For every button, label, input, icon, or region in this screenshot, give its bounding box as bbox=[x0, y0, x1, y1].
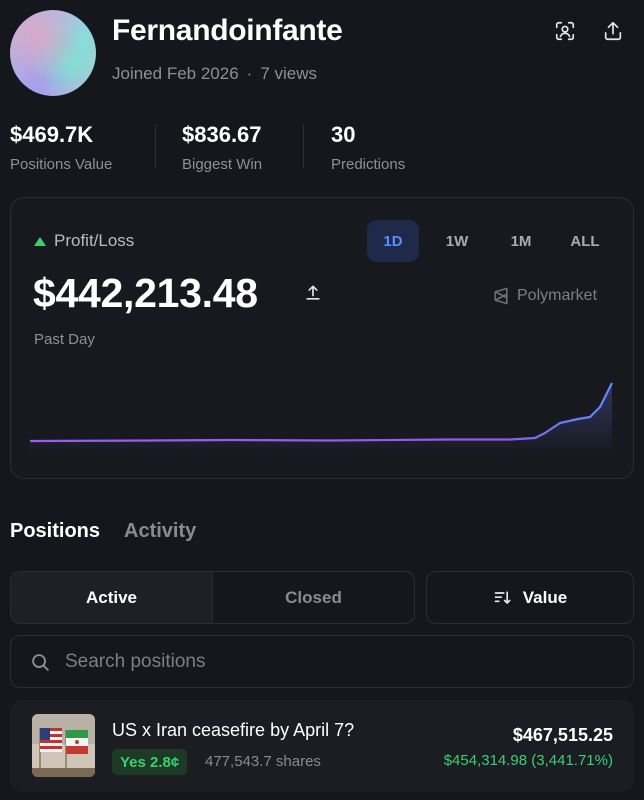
position-value: $467,515.25 bbox=[512, 725, 613, 745]
position-row[interactable] bbox=[10, 700, 634, 792]
positions-value: $469.7K bbox=[10, 122, 94, 147]
polymarket-logo-icon bbox=[494, 287, 508, 305]
tab-activity[interactable]: Activity bbox=[124, 520, 197, 542]
us-flag-icon bbox=[39, 728, 62, 772]
filter-active[interactable]: Active bbox=[11, 572, 213, 623]
search-icon bbox=[32, 653, 49, 671]
polymarket-label: Polymarket bbox=[517, 287, 598, 304]
pnl-area bbox=[30, 383, 612, 455]
qr-scan-icon[interactable] bbox=[552, 18, 578, 44]
username: Fernandoinfante bbox=[112, 14, 343, 47]
sort-label: Value bbox=[522, 587, 568, 607]
share-icon[interactable] bbox=[600, 18, 626, 44]
tab-positions[interactable]: Positions bbox=[10, 520, 101, 542]
pnl-header: Profit/Loss bbox=[34, 231, 134, 251]
biggest-win-label: Biggest Win bbox=[182, 156, 263, 173]
sort-value-button[interactable]: Value bbox=[426, 571, 634, 624]
pnl-card bbox=[10, 197, 634, 479]
joined-date: Joined Feb 2026 bbox=[112, 64, 239, 83]
timeframe-1d[interactable]: 1D bbox=[367, 220, 419, 262]
predictions-label: Predictions bbox=[331, 156, 406, 173]
search-input[interactable] bbox=[65, 650, 585, 673]
pnl-line bbox=[30, 382, 613, 443]
market-thumbnail bbox=[32, 714, 95, 777]
outcome-badge: Yes 2.8¢ bbox=[112, 749, 188, 775]
stat-divider bbox=[303, 124, 304, 168]
filter-closed[interactable]: Closed bbox=[285, 587, 342, 607]
status-filter: Active Closed bbox=[10, 571, 415, 624]
timeframe-1w[interactable]: 1W bbox=[445, 232, 469, 250]
timeframe-all[interactable]: ALL bbox=[570, 232, 600, 250]
stat-divider bbox=[155, 124, 156, 168]
position-title: US x Iran ceasefire by April 7? bbox=[112, 720, 355, 740]
biggest-win-value: $836.67 bbox=[182, 122, 262, 147]
trend-up-icon bbox=[34, 236, 46, 246]
pnl-label: Profit/Loss bbox=[54, 231, 135, 250]
profile-meta: Joined Feb 2026 · 7 views bbox=[112, 64, 317, 84]
sort-icon bbox=[494, 590, 511, 604]
positions-value-label: Positions Value bbox=[10, 156, 113, 173]
pnl-chart bbox=[30, 382, 613, 455]
position-shares: 477,543.7 shares bbox=[205, 753, 321, 770]
position-pnl: $454,314.98 (3,441.71%) bbox=[443, 752, 613, 769]
view-count: 7 views bbox=[260, 64, 318, 83]
predictions-count: 30 bbox=[331, 122, 356, 147]
meta-separator: · bbox=[246, 64, 253, 83]
pnl-period: Past Day bbox=[34, 331, 95, 348]
iran-flag-icon bbox=[65, 730, 88, 772]
avatar bbox=[10, 10, 96, 96]
share-pnl-icon[interactable] bbox=[303, 283, 323, 303]
search-box bbox=[10, 635, 634, 688]
polymarket-brand: Polymarket bbox=[491, 286, 597, 306]
pnl-value: $442,213.48 bbox=[33, 270, 258, 316]
timeframe-1m[interactable]: 1M bbox=[510, 232, 532, 250]
